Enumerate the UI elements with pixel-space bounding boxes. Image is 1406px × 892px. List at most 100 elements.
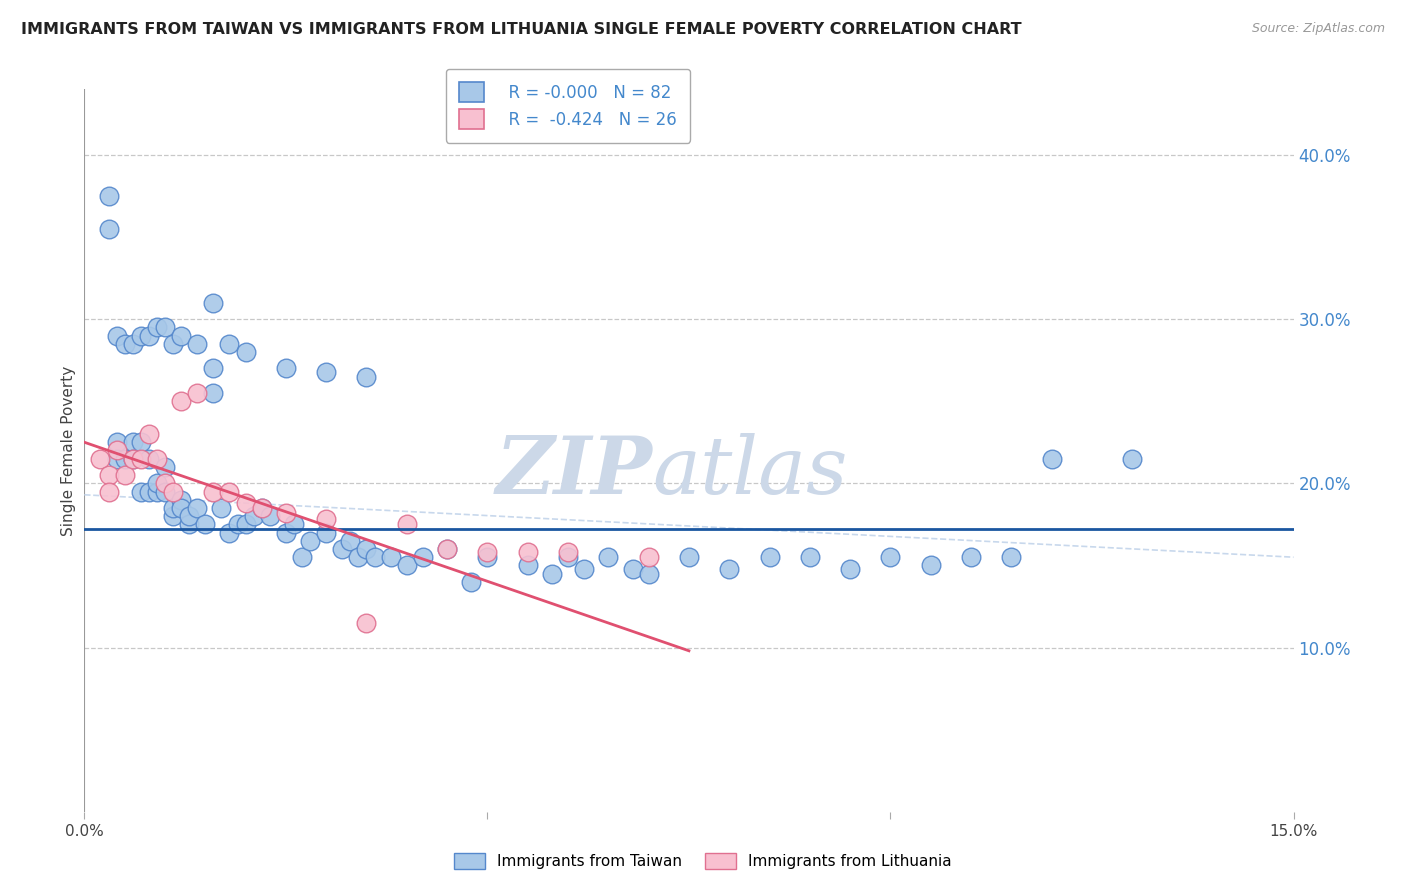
Point <box>477 550 499 565</box>
Point <box>202 361 225 376</box>
Point <box>186 500 208 515</box>
Point <box>105 451 128 466</box>
Point <box>89 451 111 466</box>
Point <box>516 558 538 573</box>
Point <box>879 550 901 565</box>
Point <box>235 496 257 510</box>
Point <box>235 345 257 359</box>
Point <box>557 550 579 565</box>
Legend: Immigrants from Taiwan, Immigrants from Lithuania: Immigrants from Taiwan, Immigrants from … <box>449 847 957 875</box>
Point <box>179 509 201 524</box>
Point <box>412 550 434 565</box>
Point <box>315 525 337 540</box>
Point <box>138 427 160 442</box>
Point <box>1040 451 1063 466</box>
Point <box>356 541 378 556</box>
Point <box>121 451 143 466</box>
Point <box>121 435 143 450</box>
Point <box>105 328 128 343</box>
Point <box>162 484 184 499</box>
Point <box>315 365 337 379</box>
Point <box>315 512 337 526</box>
Point <box>363 550 385 565</box>
Point <box>202 295 225 310</box>
Point <box>621 562 644 576</box>
Point <box>235 517 257 532</box>
Text: atlas: atlas <box>652 434 848 511</box>
Point <box>138 451 160 466</box>
Point <box>678 550 700 565</box>
Point <box>121 336 143 351</box>
Point <box>380 550 402 565</box>
Point <box>179 517 201 532</box>
Point <box>162 336 184 351</box>
Point <box>436 541 458 556</box>
Point <box>291 550 314 565</box>
Point <box>138 328 160 343</box>
Point <box>162 500 184 515</box>
Point <box>97 189 120 203</box>
Point <box>170 328 193 343</box>
Point <box>572 562 595 576</box>
Point <box>146 476 169 491</box>
Point <box>153 459 176 474</box>
Point <box>97 468 120 483</box>
Point <box>129 435 152 450</box>
Point <box>105 443 128 458</box>
Point <box>460 574 482 589</box>
Point <box>186 336 208 351</box>
Point <box>218 336 240 351</box>
Point <box>598 550 620 565</box>
Point <box>299 533 322 548</box>
Point <box>516 545 538 559</box>
Point <box>799 550 821 565</box>
Point <box>356 369 378 384</box>
Point <box>170 500 193 515</box>
Point <box>97 484 120 499</box>
Point <box>202 484 225 499</box>
Point <box>226 517 249 532</box>
Point <box>186 386 208 401</box>
Point <box>162 509 184 524</box>
Point <box>146 484 169 499</box>
Text: ZIP: ZIP <box>496 434 652 511</box>
Point <box>637 550 659 565</box>
Y-axis label: Single Female Poverty: Single Female Poverty <box>60 366 76 535</box>
Point <box>758 550 780 565</box>
Point <box>1121 451 1143 466</box>
Point <box>129 484 152 499</box>
Point <box>250 500 273 515</box>
Point <box>121 451 143 466</box>
Point <box>209 500 232 515</box>
Point <box>960 550 983 565</box>
Point <box>250 500 273 515</box>
Point <box>283 517 305 532</box>
Point <box>153 320 176 334</box>
Point <box>339 533 361 548</box>
Point <box>1000 550 1022 565</box>
Point <box>114 336 136 351</box>
Point <box>330 541 353 556</box>
Point <box>202 386 225 401</box>
Point <box>146 451 169 466</box>
Point <box>274 361 297 376</box>
Point <box>557 545 579 559</box>
Point <box>146 320 169 334</box>
Point <box>839 562 862 576</box>
Point <box>436 541 458 556</box>
Point <box>637 566 659 581</box>
Point <box>259 509 281 524</box>
Point <box>138 484 160 499</box>
Legend:   R = -0.000   N = 82,   R =  -0.424   N = 26: R = -0.000 N = 82, R = -0.424 N = 26 <box>446 69 690 143</box>
Point <box>218 525 240 540</box>
Point <box>153 484 176 499</box>
Point <box>170 394 193 409</box>
Point <box>541 566 564 581</box>
Point <box>347 550 370 565</box>
Point <box>105 435 128 450</box>
Text: IMMIGRANTS FROM TAIWAN VS IMMIGRANTS FROM LITHUANIA SINGLE FEMALE POVERTY CORREL: IMMIGRANTS FROM TAIWAN VS IMMIGRANTS FRO… <box>21 22 1022 37</box>
Point <box>920 558 942 573</box>
Point <box>194 517 217 532</box>
Point <box>97 221 120 235</box>
Point <box>395 558 418 573</box>
